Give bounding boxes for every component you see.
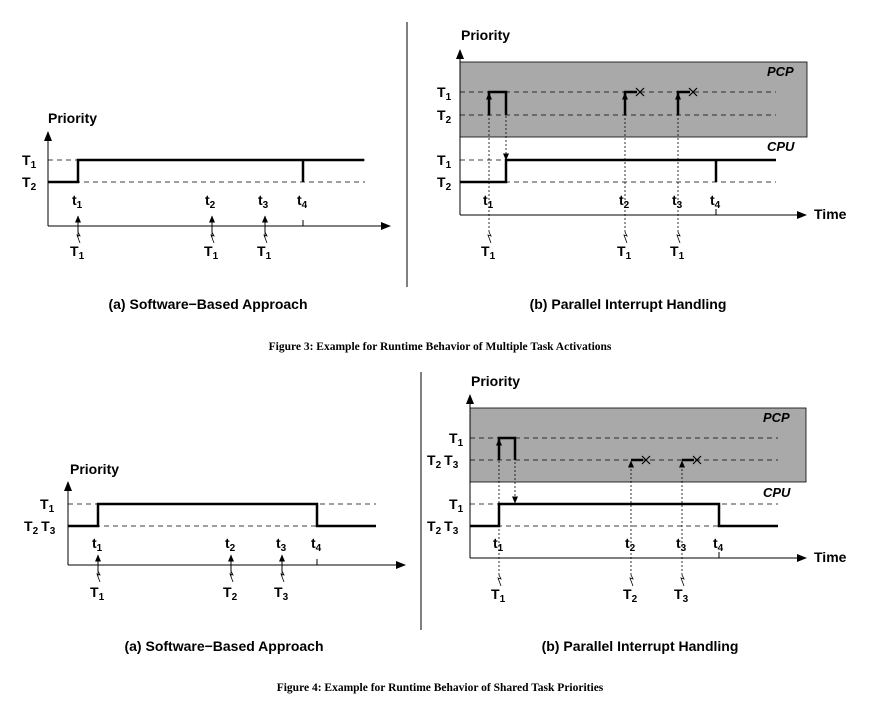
fig3-left-activation-bolt-1 xyxy=(76,231,81,244)
fig3-pcp-level-label-1: T1 xyxy=(437,84,452,103)
fig4-right-subcaption: (b) Parallel Interrupt Handling xyxy=(542,638,739,654)
fig3-right-activation-label-2: T1 xyxy=(617,243,632,262)
fig4-pcp-cancel-mark-1 xyxy=(641,455,651,465)
fig3-right-activation-bolt-1 xyxy=(487,231,492,244)
fig3-cpu-level-label-1: T1 xyxy=(437,152,452,171)
fig3-left-time-label-4: t4 xyxy=(297,192,308,211)
fig4-right-activation-bolt-2 xyxy=(629,574,634,587)
fig4-right-activation-bolt-3 xyxy=(680,574,685,587)
fig3-cpu-label: CPU xyxy=(767,139,795,154)
fig4-right-time-label-3: t3 xyxy=(676,535,687,554)
fig3-right-time-label-1: t1 xyxy=(483,192,494,211)
fig3-left-activation-bolt-2 xyxy=(210,231,215,244)
fig3-caption: Figure 3: Example for Runtime Behavior o… xyxy=(269,341,612,353)
fig4-left-time-label-3: t3 xyxy=(276,535,287,554)
fig4-time-label: Time xyxy=(814,549,847,565)
fig3-left-time-label-2: t2 xyxy=(205,192,216,211)
fig4-cpu-label: CPU xyxy=(763,485,791,500)
fig3-left-time-label-1: t1 xyxy=(72,192,83,211)
fig3-right-time-label-3: t3 xyxy=(672,192,683,211)
fig4-left-time-label-2: t2 xyxy=(225,535,236,554)
fig3-right-activation-bolt-3 xyxy=(676,231,681,244)
fig3-right-activation-label-1: T1 xyxy=(481,243,496,262)
fig4-pcp-level-label-1: T1 xyxy=(449,430,464,449)
fig4-right-activation-bolt-1 xyxy=(497,574,502,587)
fig3-right-subcaption: (b) Parallel Interrupt Handling xyxy=(530,296,727,312)
fig4-left-time-label-1: t1 xyxy=(92,535,103,554)
fig3-left-activation-label-1: T1 xyxy=(70,243,85,262)
fig3-left-subcaption: (a) Software−Based Approach xyxy=(108,296,307,312)
fig3-right-panel: PCP CPU Priority Time T1 T2 T1 T2 xyxy=(437,27,847,312)
fig4-left-activation-bolt-2 xyxy=(229,570,234,583)
fig3-left-activation-label-3: T1 xyxy=(257,243,272,262)
fig3-left-activation-label-2: T1 xyxy=(204,243,219,262)
fig4-right-time-label-4: t4 xyxy=(713,535,724,554)
fig3-left-time-label-3: t3 xyxy=(258,192,269,211)
fig4-left-time-label-4: t4 xyxy=(311,535,322,554)
figure3: Priority T1 T2 t1 t2 t3 t4 T1 T1 T1 (a) … xyxy=(22,22,847,353)
fig3-right-activation-label-3: T1 xyxy=(670,243,685,262)
fig4-pcp-level-label-2: T2 T3 xyxy=(427,452,459,471)
fig3-right-activation-bolt-2 xyxy=(623,231,628,244)
fig4-left-level-label-2: T2 T3 xyxy=(24,518,56,537)
fig4-cpu-level-label-2: T2 T3 xyxy=(427,518,459,537)
fig4-right-time-label-1: t1 xyxy=(493,535,504,554)
fig3-right-time-label-4: t4 xyxy=(710,192,721,211)
fig3-right-time-label-2: t2 xyxy=(619,192,630,211)
fig4-left-panel: Priority T1 T2 T3 t1 t2 t3 t4 T1 T2 T3 (a… xyxy=(24,461,406,654)
fig3-cpu-priority-trace xyxy=(460,158,776,184)
fig4-caption: Figure 4: Example for Runtime Behavior o… xyxy=(277,682,604,694)
fig4-left-subcaption: (a) Software−Based Approach xyxy=(124,638,323,654)
fig4-right-activation-label-1: T1 xyxy=(491,586,506,605)
fig3-left-level-label-2: T2 xyxy=(22,174,37,193)
figure4: Priority T1 T2 T3 t1 t2 t3 t4 T1 T2 T3 (a… xyxy=(24,372,847,694)
fig4-left-activation-label-2: T2 xyxy=(223,584,238,603)
fig4-left-activation-bolt-3 xyxy=(280,570,285,583)
fig4-left-activation-bolt-1 xyxy=(96,570,101,583)
fig4-pcp-cancel-mark-2 xyxy=(692,455,702,465)
fig4-right-activation-label-2: T2 xyxy=(623,586,638,605)
fig4-cpu-level-label-1: T1 xyxy=(449,496,464,515)
fig4-left-level-label-1: T1 xyxy=(40,496,55,515)
fig3-left-level-label-1: T1 xyxy=(22,152,37,171)
fig4-right-axis-label: Priority xyxy=(471,373,520,389)
fig3-pcp-label: PCP xyxy=(767,64,794,79)
fig3-right-axis-label: Priority xyxy=(461,27,510,43)
fig3-pcp-cancel-mark-1 xyxy=(635,87,645,97)
fig4-pcp-region xyxy=(469,407,807,483)
fig3-pcp-level-label-2: T2 xyxy=(437,107,452,126)
fig3-pcp-region xyxy=(459,61,808,138)
fig4-left-activation-label-1: T1 xyxy=(90,584,105,603)
fig3-left-axis-label: Priority xyxy=(48,110,97,126)
fig4-pcp-label: PCP xyxy=(763,410,790,425)
fig4-left-activation-label-3: T3 xyxy=(274,584,289,603)
fig4-left-priority-trace xyxy=(68,502,376,528)
fig3-left-activation-bolt-3 xyxy=(263,231,268,244)
fig3-time-label: Time xyxy=(814,206,847,222)
fig4-left-axis-label: Priority xyxy=(70,461,119,477)
fig3-left-priority-trace xyxy=(48,158,364,184)
fig4-right-activation-label-3: T3 xyxy=(674,586,689,605)
fig4-cpu-priority-trace xyxy=(470,502,778,528)
fig4-right-panel: PCP CPU Priority Time T1 T2 T3 T1 T2 T3 xyxy=(427,373,847,654)
fig3-pcp-cancel-mark-2 xyxy=(688,87,698,97)
fig3-left-panel: Priority T1 T2 t1 t2 t3 t4 T1 T1 T1 (a) … xyxy=(22,110,391,312)
fig3-cpu-level-label-2: T2 xyxy=(437,174,452,193)
fig4-right-time-label-2: t2 xyxy=(625,535,636,554)
